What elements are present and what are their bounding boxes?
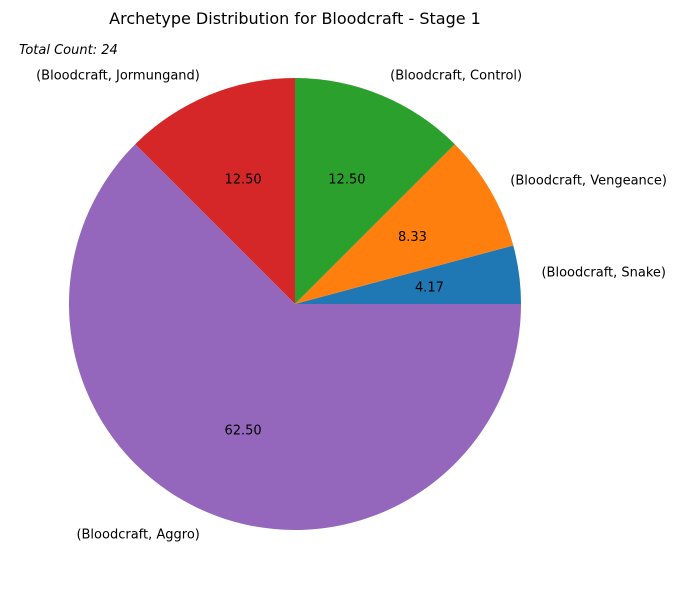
pie-slice [68, 144, 521, 530]
pie-labels: 4.17 (Bloodcraft, Snake) 8.33 (Bloodcraft, … [36, 68, 667, 542]
slice-value-label: 12.50 [224, 173, 261, 188]
slice-value-label: 8.33 [398, 230, 427, 245]
slice-category-label: (Bloodcraft, Vengeance) [510, 174, 667, 189]
slice-value-label: 62.50 [224, 423, 261, 438]
slice-value-label: 4.17 [415, 280, 444, 295]
slice-category-label: (Bloodcraft, Aggro) [76, 528, 199, 543]
pie-slice [135, 78, 295, 304]
pie-slice [295, 144, 514, 304]
pie-slices [68, 78, 521, 530]
slice-category-label: (Bloodcraft, Jormungand) [36, 68, 200, 83]
total-count-annotation: Total Count: 24 [19, 43, 118, 58]
pie-slice [295, 245, 521, 304]
pie-slice [295, 78, 455, 304]
slice-category-label: (Bloodcraft, Snake) [541, 266, 666, 281]
chart-title: Archetype Distribution for Bloodcraft - … [109, 9, 481, 28]
slice-category-label: (Bloodcraft, Control) [390, 68, 522, 83]
slice-value-label: 12.50 [328, 173, 365, 188]
